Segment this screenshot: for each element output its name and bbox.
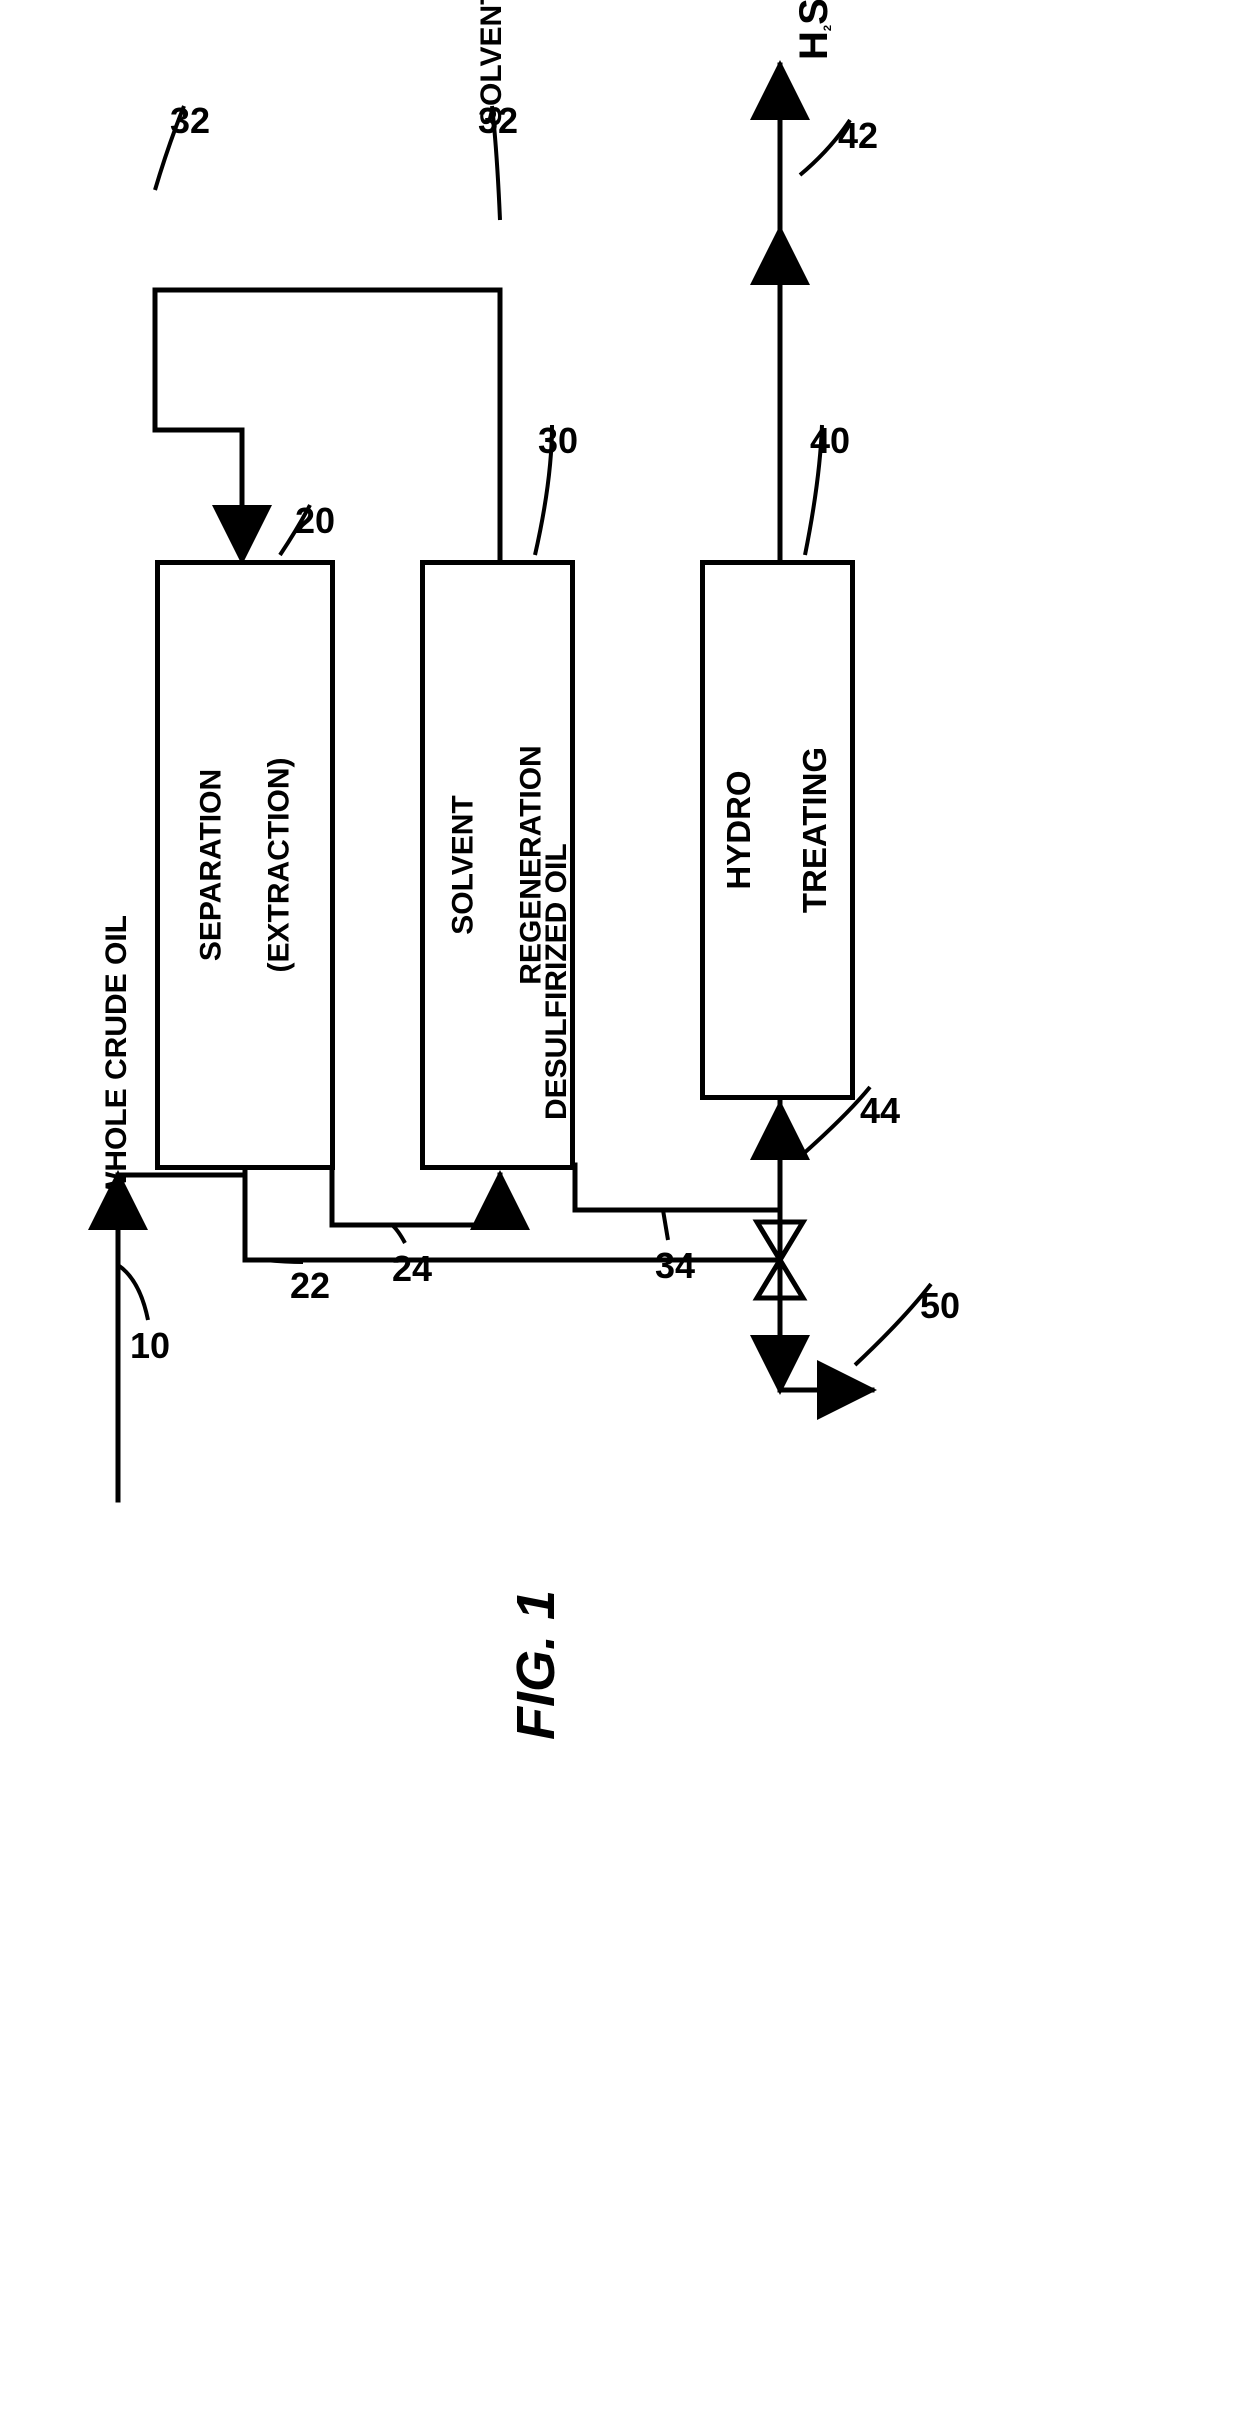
separation-extraction-box: SEPARATION (EXTRACTION) [155,560,335,1170]
ref-20: 20 [295,500,335,542]
h2s-h: H [792,31,836,60]
ref-32b: 32 [478,100,518,142]
figure-label: FIG. 1 [505,1590,567,1740]
ref-34: 34 [655,1245,695,1287]
ref-50: 50 [920,1285,960,1327]
ref-32a: 32 [170,100,210,142]
h2s-label: H2S [792,0,837,60]
whole-crude-oil-label: WHOLE CRUDE OIL [100,915,134,1200]
h2s-2: 2 [822,25,834,31]
hydro-treating-box: HYDRO TREATING [700,560,855,1100]
box-line: SEPARATION [194,758,228,973]
ref-40: 40 [810,420,850,462]
box-line: TREATING [797,747,835,913]
ref-42: 42 [838,115,878,157]
diagram-svg [0,0,1260,2419]
ref-22: 22 [290,1265,330,1307]
box-line: SOLVENT [447,745,481,984]
ref-10: 10 [130,1325,170,1367]
box-line: (EXTRACTION) [262,758,296,973]
ref-44: 44 [860,1090,900,1132]
ref-30: 30 [538,420,578,462]
desulfurized-oil-label: DESULFIRIZED OIL [540,843,574,1120]
ref-24: 24 [392,1248,432,1290]
box-line: HYDRO [721,747,759,913]
figure-canvas: SEPARATION (EXTRACTION) SOLVENT REGENERA… [0,0,1260,2419]
h2s-s: S [792,0,836,25]
